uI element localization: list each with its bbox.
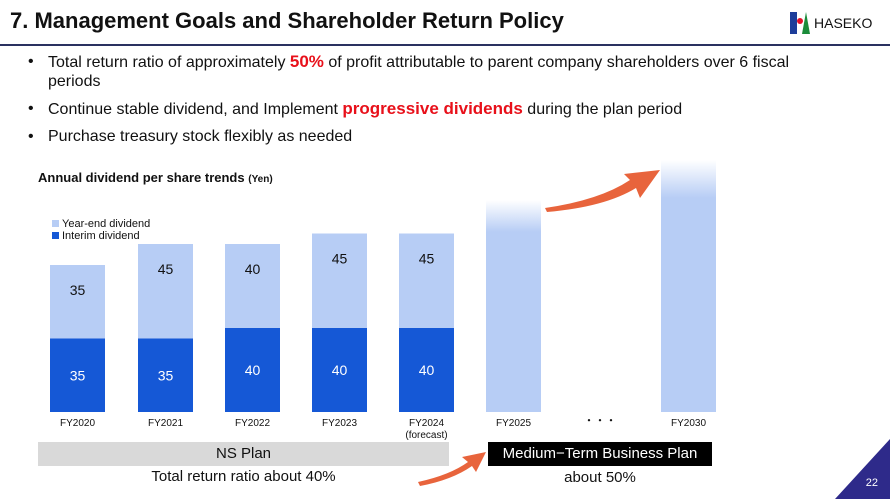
bar-interim-FY2022 [225, 328, 280, 412]
bar-interim-FY2023 [312, 328, 367, 412]
label-interim-FY2023: 40 [332, 362, 348, 378]
bar-year-end-FY2020 [50, 265, 105, 339]
bar-year-end-FY2023 [312, 233, 367, 328]
logo-text: HASEKO [814, 15, 873, 31]
label-year-end-FY2022: 40 [245, 261, 261, 277]
label-interim-FY2021: 35 [158, 367, 174, 383]
x-tick-note-FY2024: (forecast) [405, 430, 447, 441]
page-title: 7. Management Goals and Shareholder Retu… [10, 8, 564, 33]
x-tick-FY2021: FY2021 [148, 418, 183, 429]
x-ellipsis: ・・・ [584, 415, 617, 427]
title-divider [0, 44, 890, 46]
bar-year-end-FY2022 [225, 244, 280, 328]
bullet-item: Total return ratio of approximately 50% … [28, 52, 808, 91]
bar-interim-FY2020 [50, 338, 105, 412]
label-year-end-FY2024: 45 [419, 251, 435, 267]
label-interim-FY2020: 35 [70, 367, 86, 383]
chart-legend: Year-end dividend Interim dividend [52, 214, 150, 246]
mtbp-return-ratio: about 50% [564, 469, 636, 486]
label-year-end-FY2020: 35 [70, 282, 86, 298]
x-tick-FY2023: FY2023 [322, 418, 357, 429]
ns-plan-return-ratio: Total return ratio about 40% [151, 468, 336, 485]
legend-item-year-end: Year-end dividend [52, 214, 150, 234]
label-interim-FY2022: 40 [245, 362, 261, 378]
ns-plan-label: NS Plan [38, 442, 449, 466]
page-number: 22 [865, 477, 878, 489]
haseko-logo: HASEKO [790, 12, 872, 34]
x-tick-FY2030: FY2030 [671, 418, 706, 429]
growth-arrow-icon [545, 170, 660, 212]
bar-future-FY2030 [661, 160, 716, 412]
bar-year-end-FY2024 [399, 233, 454, 328]
x-tick-FY2022: FY2022 [235, 418, 270, 429]
bullet-list: Total return ratio of approximately 50% … [28, 52, 808, 154]
logo-mark-icon [790, 12, 810, 34]
medium-term-plan-label: Medium−Term Business Plan [488, 442, 712, 466]
legend-item-interim: Interim dividend [52, 226, 150, 246]
label-year-end-FY2021: 45 [158, 261, 174, 277]
bar-future-FY2025 [486, 200, 541, 412]
bullet-item: Continue stable dividend, and Implement … [28, 99, 808, 119]
transition-arrow-icon [418, 452, 486, 486]
label-interim-FY2024: 40 [419, 362, 435, 378]
bar-interim-FY2024 [399, 328, 454, 412]
label-year-end-FY2023: 45 [332, 251, 348, 267]
x-tick-FY2024: FY2024 [409, 418, 444, 429]
bar-interim-FY2021 [138, 338, 193, 412]
bar-year-end-FY2021 [138, 244, 193, 339]
chart-title: Annual dividend per share trends (Yen) [38, 170, 273, 185]
bullet-item: Purchase treasury stock flexibly as need… [28, 127, 808, 146]
x-tick-FY2025: FY2025 [496, 418, 531, 429]
x-tick-FY2020: FY2020 [60, 418, 95, 429]
